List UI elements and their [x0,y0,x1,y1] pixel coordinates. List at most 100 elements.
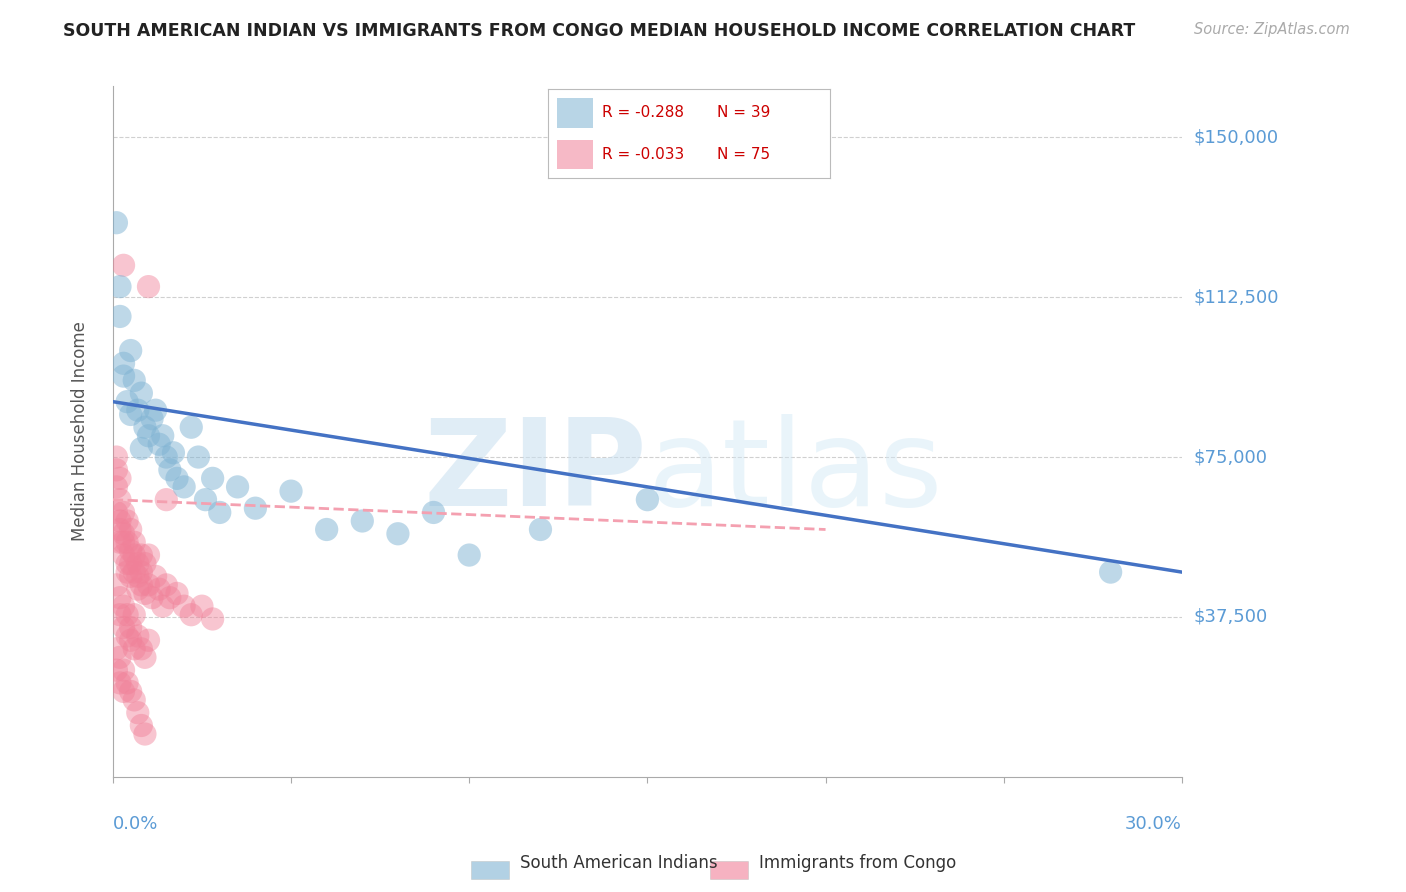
Text: $112,500: $112,500 [1194,288,1278,306]
Text: atlas: atlas [647,415,943,532]
Y-axis label: Median Household Income: Median Household Income [72,321,89,541]
Text: N = 75: N = 75 [717,147,770,162]
Point [245,501,267,516]
Point [115,394,138,409]
Text: 30.0%: 30.0% [1125,814,1182,832]
Point [112,663,135,677]
Point [115,557,138,571]
Point [422,505,444,519]
Point [145,569,167,583]
Point [201,471,224,485]
Point [105,505,128,519]
Point [127,569,149,583]
Point [108,676,131,690]
Point [120,569,142,583]
Point [1099,565,1122,579]
Point [115,676,138,690]
Text: Source: ZipAtlas.com: Source: ZipAtlas.com [1194,22,1350,37]
Point [108,591,131,605]
Text: R = -0.288: R = -0.288 [602,105,683,120]
Point [127,706,149,720]
Point [159,591,181,605]
Text: N = 39: N = 39 [717,105,770,120]
Point [127,629,149,643]
Point [141,591,163,605]
Point [127,582,149,596]
Point [122,535,145,549]
Point [387,526,409,541]
Point [115,565,138,579]
Point [112,526,135,541]
Point [108,535,131,549]
Point [155,492,177,507]
Point [120,543,142,558]
Point [120,684,142,698]
Text: South American Indians: South American Indians [520,855,718,872]
Point [162,446,184,460]
Point [134,650,156,665]
Point [226,480,249,494]
Point [134,727,156,741]
Point [105,216,128,230]
Point [108,650,131,665]
Point [105,450,128,464]
Point [131,442,153,456]
Point [138,578,160,592]
Point [112,535,135,549]
Point [108,514,131,528]
Point [105,663,128,677]
Point [155,450,177,464]
Point [152,429,174,443]
Text: $37,500: $37,500 [1194,607,1267,626]
Point [115,629,138,643]
Point [134,420,156,434]
Text: Immigrants from Congo: Immigrants from Congo [759,855,956,872]
Point [122,607,145,622]
Point [131,718,153,732]
Point [458,548,481,562]
Point [122,373,145,387]
Point [191,599,214,614]
Point [138,279,160,293]
Point [105,463,128,477]
Text: SOUTH AMERICAN INDIAN VS IMMIGRANTS FROM CONGO MEDIAN HOUSEHOLD INCOME CORRELATI: SOUTH AMERICAN INDIAN VS IMMIGRANTS FROM… [63,22,1136,40]
Text: $75,000: $75,000 [1194,448,1267,466]
Bar [557,140,593,169]
Point [138,633,160,648]
Point [122,548,145,562]
Point [173,599,195,614]
Point [131,548,153,562]
Point [112,505,135,519]
Point [120,620,142,634]
Point [166,586,188,600]
Point [120,523,142,537]
Point [131,578,153,592]
Point [112,684,135,698]
Point [112,356,135,370]
Point [155,578,177,592]
Point [115,607,138,622]
Point [138,429,160,443]
Point [112,369,135,384]
Point [120,633,142,648]
Point [194,492,217,507]
Point [529,523,551,537]
Point [134,586,156,600]
Point [122,641,145,656]
Point [131,565,153,579]
Point [105,480,128,494]
Point [112,599,135,614]
Text: 0.0%: 0.0% [112,814,159,832]
Point [352,514,374,528]
Point [141,411,163,425]
Point [120,408,142,422]
Point [134,557,156,571]
Point [148,437,170,451]
Point [122,565,145,579]
Point [280,484,302,499]
Text: ZIP: ZIP [423,415,647,532]
Point [201,612,224,626]
Point [105,641,128,656]
Point [108,310,131,324]
Point [180,607,202,622]
